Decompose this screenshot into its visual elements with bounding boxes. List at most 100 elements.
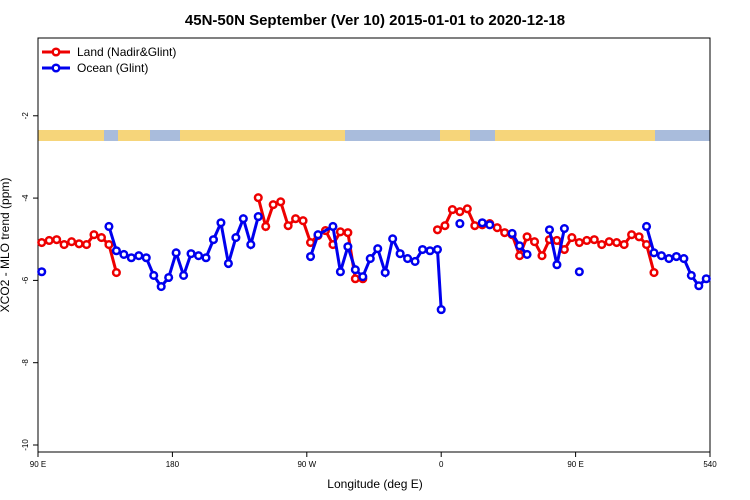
data-point	[37, 237, 47, 248]
data-point	[343, 242, 353, 252]
data-point	[37, 267, 47, 277]
data-point	[380, 268, 390, 278]
y-tick-label: -6	[21, 276, 30, 284]
data-point	[373, 244, 383, 254]
data-point	[111, 268, 121, 278]
data-point	[522, 232, 532, 242]
data-point	[358, 272, 368, 282]
data-point	[634, 232, 644, 242]
chart-title: 45N-50N September (Ver 10) 2015-01-01 to…	[185, 12, 565, 29]
data-point	[574, 237, 584, 248]
data-point	[641, 240, 652, 250]
data-point	[141, 253, 151, 263]
legend-marker	[51, 63, 61, 73]
data-point	[193, 251, 204, 261]
data-point	[134, 251, 144, 261]
data-point	[567, 233, 577, 243]
data-point	[156, 282, 166, 292]
data-point	[81, 240, 92, 250]
data-point	[582, 235, 592, 246]
data-point	[649, 248, 659, 258]
data-point	[701, 274, 711, 284]
data-point	[350, 265, 360, 275]
data-point	[179, 270, 189, 281]
data-point	[126, 253, 136, 263]
data-point	[447, 205, 457, 215]
data-point	[268, 200, 278, 210]
data-point	[44, 235, 54, 246]
x-tick-label: 90 W	[297, 460, 316, 469]
data-point	[515, 241, 525, 251]
map-strip	[38, 130, 710, 141]
data-point	[664, 254, 674, 264]
data-point	[313, 230, 323, 240]
data-point	[149, 270, 159, 281]
map-ocean	[470, 130, 495, 141]
data-point	[119, 249, 129, 260]
data-point	[276, 197, 286, 207]
data-point	[671, 251, 681, 262]
data-point	[679, 254, 689, 264]
data-point	[335, 227, 345, 237]
data-point	[462, 204, 472, 214]
data-point	[440, 221, 450, 231]
data-point	[305, 237, 316, 248]
y-tick-label: -10	[21, 439, 30, 451]
data-point	[432, 244, 443, 255]
data-point	[52, 235, 62, 245]
data-point	[417, 244, 428, 255]
data-point	[89, 230, 99, 240]
legend: Land (Nadir&Glint) Ocean (Glint)	[42, 45, 176, 75]
data-point	[470, 221, 480, 231]
data-point	[641, 221, 652, 232]
data-point	[67, 237, 77, 247]
data-point	[537, 251, 547, 261]
data-point	[186, 249, 196, 259]
data-point	[335, 267, 345, 277]
data-point	[522, 249, 532, 260]
data-point	[403, 254, 413, 264]
data-point	[589, 235, 599, 245]
data-point	[216, 218, 226, 228]
data-point	[604, 237, 614, 247]
y-tick-label: -4	[21, 194, 30, 202]
data-point	[515, 251, 525, 261]
data-point	[111, 246, 121, 256]
x-tick-label: 90 E	[567, 460, 583, 469]
data-point	[559, 223, 569, 234]
legend-marker	[51, 47, 61, 57]
data-point	[343, 228, 353, 238]
data-point	[597, 240, 607, 250]
data-point	[253, 212, 263, 222]
map-ocean	[104, 130, 118, 141]
data-point	[96, 233, 107, 243]
data-point	[59, 240, 69, 250]
x-tick-label: 90 E	[30, 460, 46, 469]
data-point	[246, 240, 256, 250]
data-point	[395, 249, 405, 259]
data-point	[455, 219, 465, 229]
data-point	[365, 254, 375, 264]
data-point	[104, 221, 114, 232]
map-ocean	[150, 130, 180, 141]
data-point	[686, 270, 696, 281]
data-point	[627, 230, 637, 240]
y-tick-label: -2	[21, 112, 30, 120]
legend-label: Land (Nadir&Glint)	[77, 45, 176, 59]
x-axis-label: Longitude (deg E)	[327, 477, 422, 491]
data-point	[164, 272, 174, 283]
data-point	[492, 223, 502, 233]
x-tick-label: 0	[439, 460, 444, 469]
data-point	[612, 237, 622, 248]
data-point	[477, 218, 487, 228]
x-tick-label: 180	[166, 460, 180, 469]
data-point	[238, 214, 248, 224]
data-point	[656, 251, 667, 261]
y-axis-label: XCO2 - MLO trend (ppm)	[0, 178, 12, 313]
data-point	[74, 239, 84, 249]
data-point	[350, 274, 360, 284]
legend-label: Ocean (Glint)	[77, 61, 148, 75]
y-tick-label: -8	[21, 359, 30, 367]
data-point	[208, 235, 219, 245]
data-point	[552, 235, 562, 246]
